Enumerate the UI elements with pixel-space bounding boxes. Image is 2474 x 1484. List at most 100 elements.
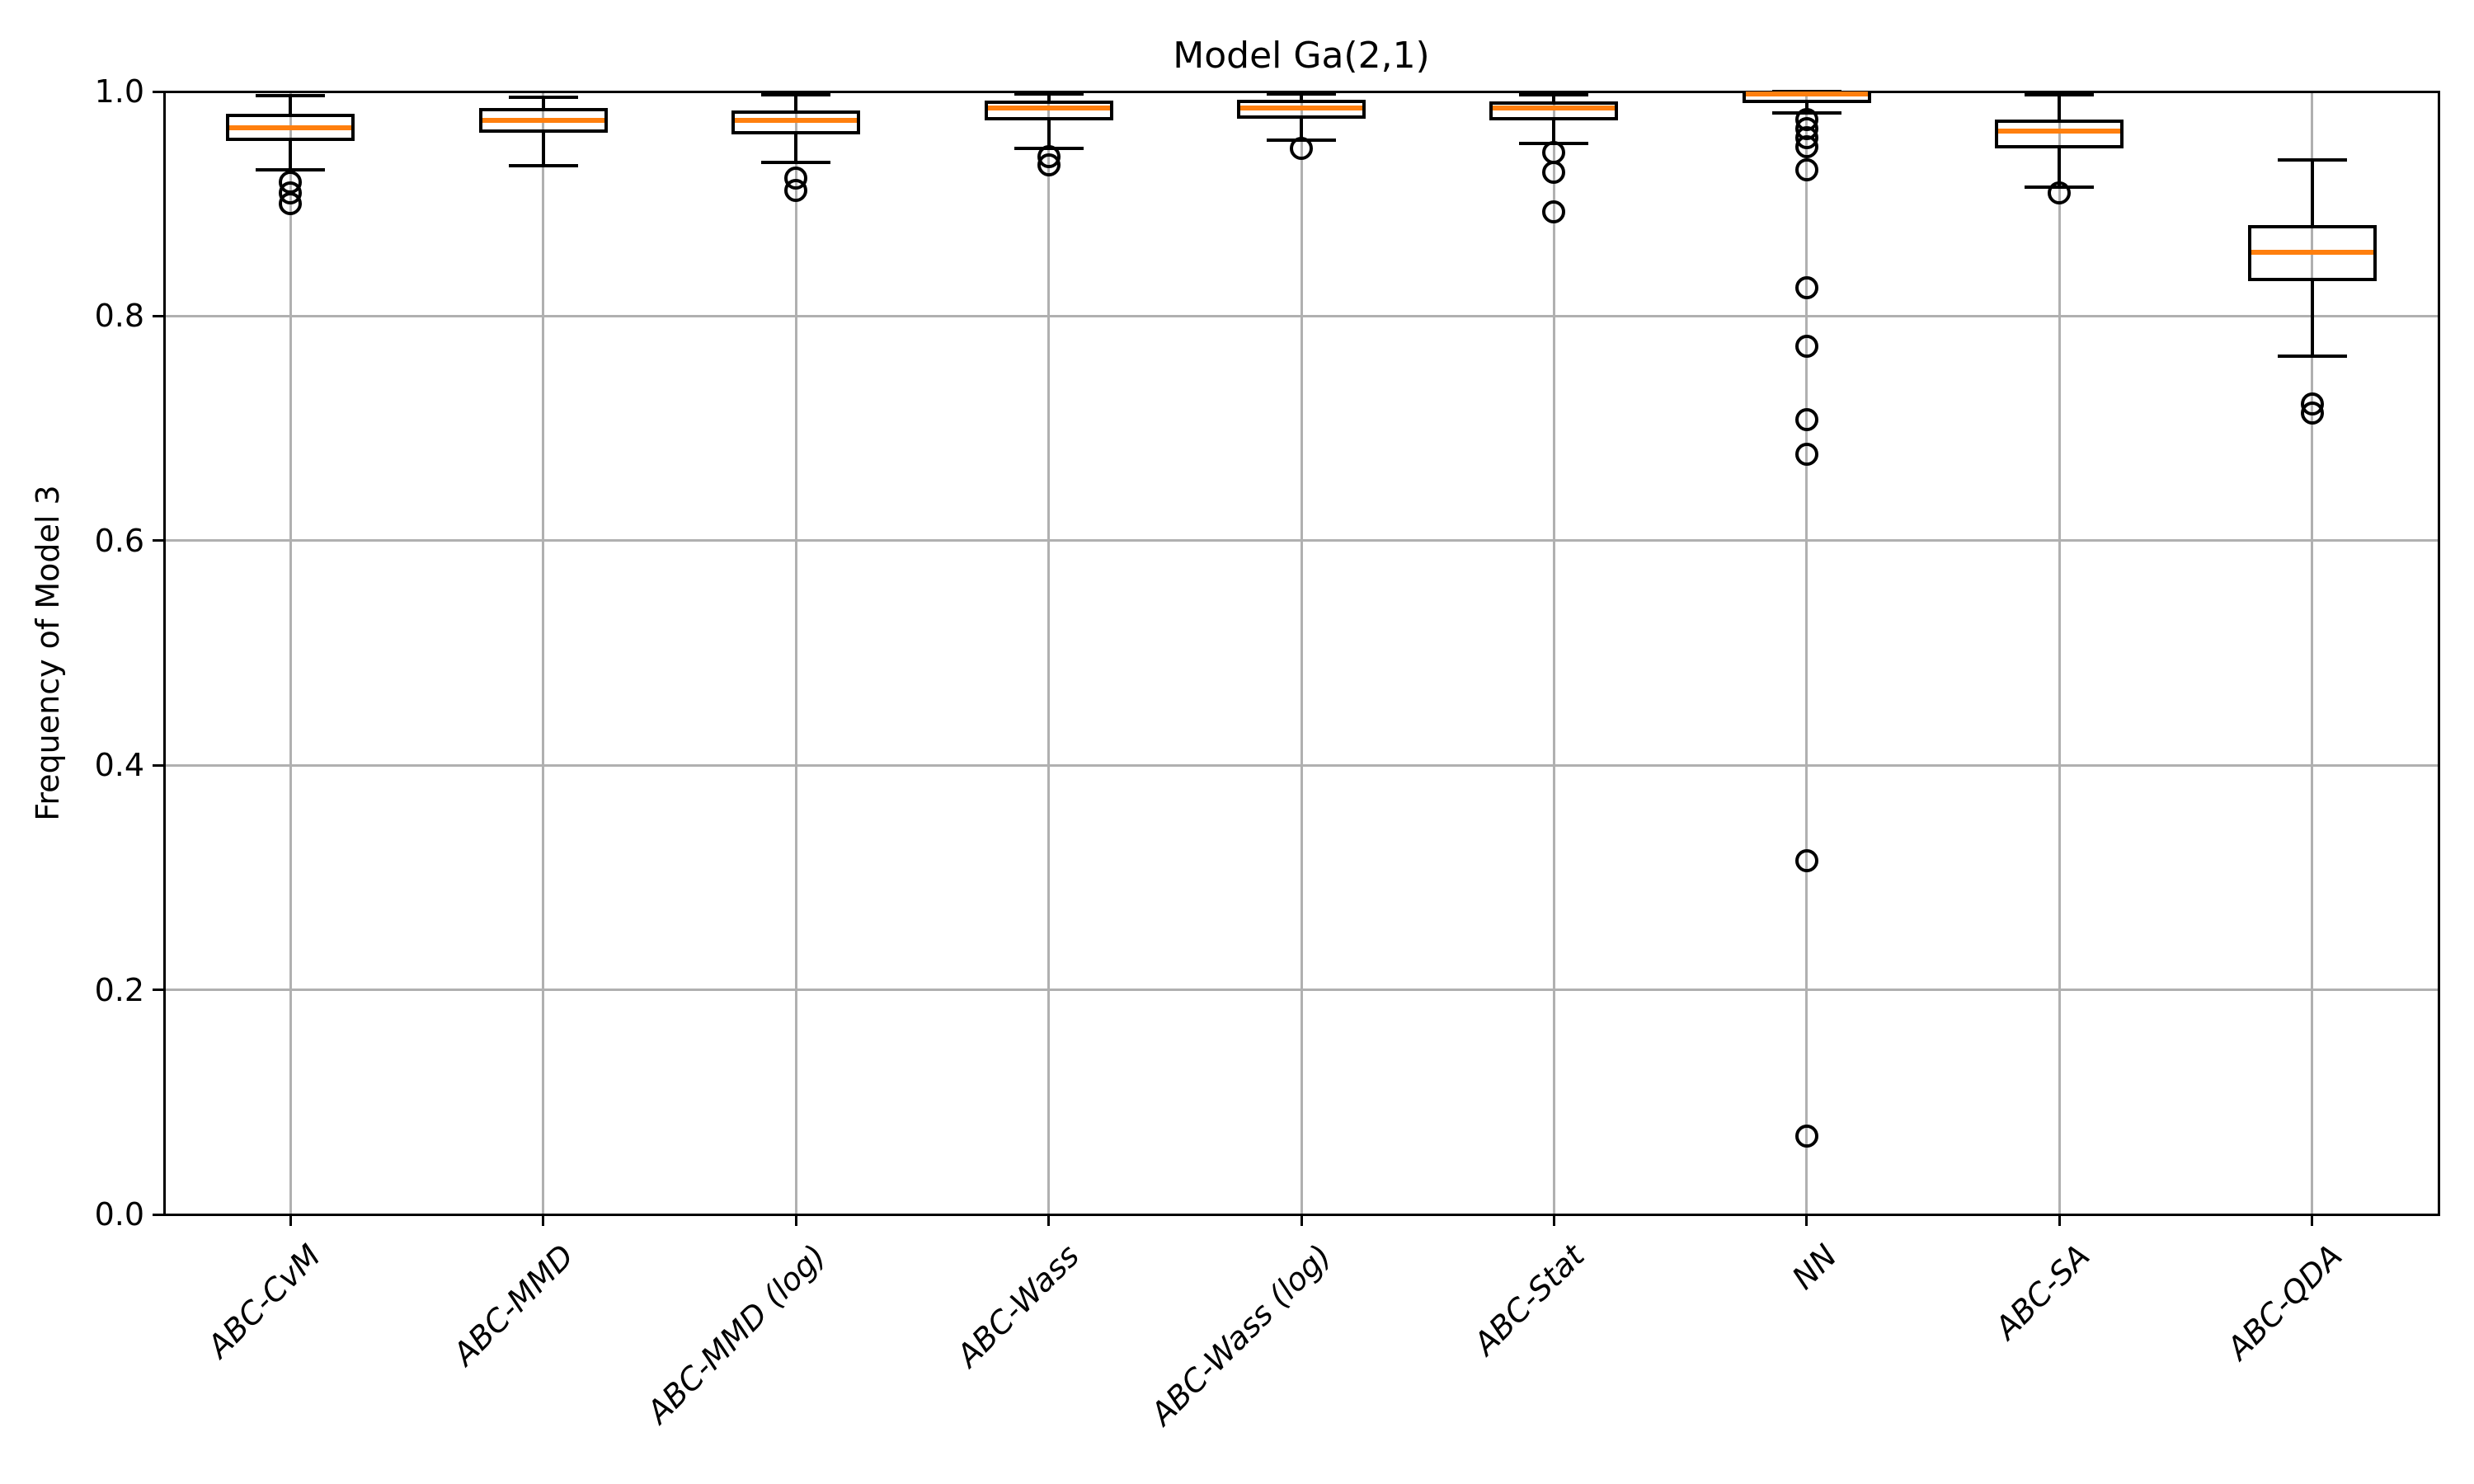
median-line (1240, 106, 1362, 111)
median-line (2251, 249, 2373, 255)
x-gridline (1047, 92, 1051, 1214)
box-abc-mmd (478, 108, 608, 134)
box-abc-mmd-log- (731, 110, 861, 134)
upper-whisker-cap (2025, 93, 2095, 97)
upper-whisker-cap (1267, 92, 1336, 96)
lower-whisker (541, 133, 545, 166)
x-tick-label: ABC-SA (1987, 1237, 2097, 1346)
outlier-point (1290, 137, 1313, 161)
x-tick-mark (2311, 1214, 2314, 1226)
upper-whisker-cap (1014, 92, 1084, 96)
lower-whisker (1300, 118, 1303, 140)
outlier-point (1794, 848, 1818, 872)
y-tick-label: 0.6 (94, 522, 144, 559)
median-line (1745, 91, 1868, 96)
outlier-point (1794, 134, 1818, 158)
y-tick-label: 0.8 (94, 298, 144, 335)
median-line (482, 118, 604, 124)
y-tick-label: 0.0 (94, 1196, 144, 1233)
upper-whisker-cap (761, 93, 831, 97)
median-line (735, 118, 858, 124)
x-gridline (289, 92, 292, 1214)
x-tick-mark (2058, 1214, 2061, 1226)
upper-whisker (2058, 95, 2062, 120)
y-tick-mark (153, 90, 164, 93)
x-gridline (2058, 92, 2061, 1214)
x-tick-mark (794, 1214, 797, 1226)
lower-whisker (1552, 120, 1556, 143)
upper-whisker (794, 95, 798, 111)
y-tick-label: 0.2 (94, 971, 144, 1008)
median-line (987, 106, 1110, 111)
lower-whisker (1047, 120, 1051, 149)
lower-whisker (2058, 148, 2062, 187)
box-abc-stat (1489, 101, 1619, 121)
lower-whisker (289, 140, 293, 171)
x-tick-mark (1047, 1214, 1051, 1226)
y-tick-mark (153, 1213, 164, 1216)
outlier-point (1794, 276, 1818, 300)
x-tick-mark (1300, 1214, 1303, 1226)
median-line (229, 124, 352, 130)
x-gridline (2311, 92, 2314, 1214)
upper-whisker (1552, 95, 1556, 102)
median-line (1998, 128, 2121, 134)
y-tick-mark (153, 989, 164, 992)
outlier-point (1794, 1124, 1818, 1148)
outlier-point (1542, 200, 1566, 223)
x-gridline (1552, 92, 1555, 1214)
y-tick-mark (153, 763, 164, 767)
upper-whisker (2310, 160, 2314, 226)
outlier-point (1542, 161, 1566, 185)
upper-whisker-cap (2277, 158, 2347, 162)
upper-whisker (1300, 93, 1303, 100)
x-tick-label: ABC-Stat (1466, 1237, 1592, 1362)
y-tick-mark (153, 314, 164, 317)
left-spine (162, 92, 166, 1214)
x-tick-label: ABC-Wass (log) (1144, 1237, 1339, 1432)
upper-whisker-cap (1519, 93, 1589, 97)
x-tick-label: ABC-QDA (2220, 1237, 2349, 1367)
top-spine (162, 90, 2440, 93)
lower-whisker (2310, 281, 2314, 357)
right-spine (2437, 92, 2440, 1214)
lower-whisker-cap (508, 163, 578, 167)
box-abc-wass-log- (1237, 99, 1366, 119)
x-tick-mark (1805, 1214, 1808, 1226)
upper-whisker-cap (508, 95, 578, 99)
lower-whisker (1804, 102, 1808, 113)
outlier-point (2300, 401, 2324, 425)
x-gridline (794, 92, 797, 1214)
x-gridline (542, 92, 545, 1214)
upper-whisker (541, 96, 545, 109)
box-abc-cvm (226, 114, 355, 141)
box-abc-wass (984, 100, 1113, 121)
x-tick-mark (289, 1214, 292, 1226)
x-tick-label: NN (1785, 1237, 1845, 1297)
x-tick-label: ABC-MMD (445, 1237, 581, 1373)
upper-whisker-cap (256, 94, 326, 98)
lower-whisker-cap (761, 160, 831, 164)
outlier-point (1794, 442, 1818, 466)
x-tick-mark (1552, 1214, 1555, 1226)
outlier-point (2048, 181, 2072, 204)
median-line (1493, 106, 1616, 111)
box-abc-qda (2247, 225, 2377, 282)
lower-whisker (794, 134, 798, 162)
outlier-point (784, 178, 808, 202)
lower-whisker-cap (256, 168, 326, 172)
box-abc-sa (1995, 120, 2124, 149)
lower-whisker-cap (2277, 355, 2347, 359)
outlier-point (1794, 158, 1818, 182)
upper-whisker (1047, 93, 1051, 101)
x-gridline (1805, 92, 1808, 1214)
x-tick-mark (542, 1214, 545, 1226)
chart-title: Model Ga(2,1) (1173, 35, 1430, 77)
y-tick-mark (153, 539, 164, 542)
outlier-point (1794, 335, 1818, 359)
outlier-point (1037, 153, 1061, 176)
x-tick-label: ABC-MMD (log) (640, 1237, 834, 1430)
x-gridline (1300, 92, 1303, 1214)
y-tick-label: 0.4 (94, 747, 144, 784)
